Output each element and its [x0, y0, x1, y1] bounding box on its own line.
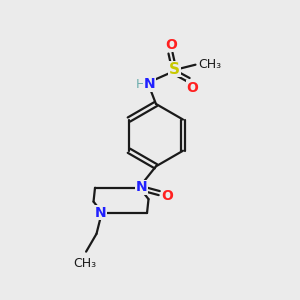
Text: S: S: [169, 62, 180, 77]
Text: O: O: [165, 38, 177, 52]
Text: CH₃: CH₃: [198, 58, 222, 71]
Text: N: N: [95, 206, 107, 220]
Text: N: N: [144, 77, 155, 91]
Text: CH₃: CH₃: [73, 257, 96, 270]
Text: O: O: [162, 189, 173, 203]
Text: H: H: [136, 77, 145, 91]
Text: O: O: [187, 81, 198, 94]
Text: N: N: [135, 180, 147, 194]
